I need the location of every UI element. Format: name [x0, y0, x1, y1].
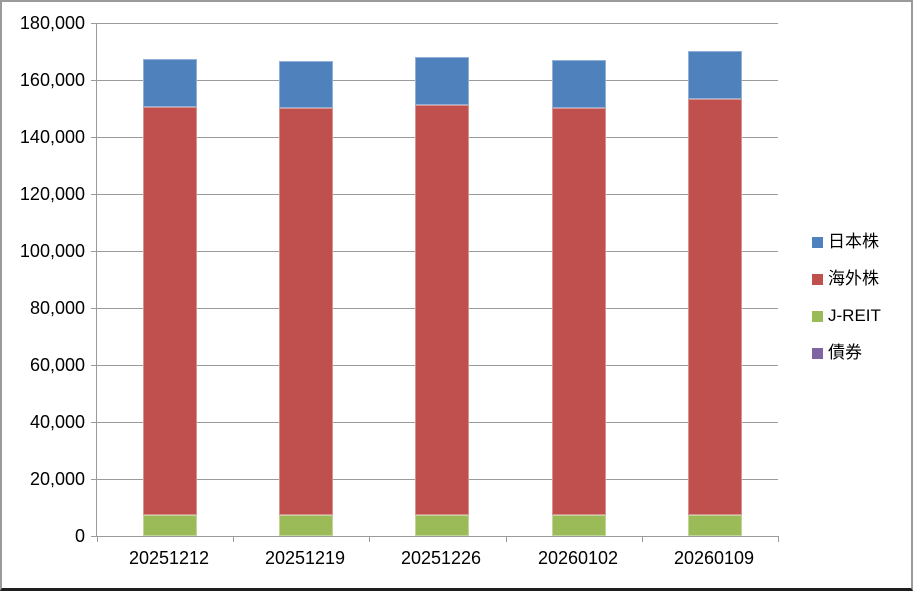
bar-segment-overseas-stocks: [688, 99, 742, 515]
legend-item-japan-stocks: 日本株: [812, 232, 881, 252]
gridline: [97, 23, 778, 24]
y-tick-label: 140,000: [19, 127, 85, 147]
bar-segment-overseas-stocks: [143, 107, 197, 515]
legend-label: 海外株: [828, 269, 879, 288]
bar-segment-j-reit: [688, 514, 742, 536]
y-axis-tick: [91, 308, 97, 309]
x-tick-label: 20251212: [128, 548, 210, 568]
y-axis-tick: [91, 23, 97, 24]
y-tick-label: 0: [74, 526, 85, 546]
bar-segment-japan-stocks: [143, 58, 197, 108]
y-axis-tick: [91, 194, 97, 195]
bar-segment-japan-stocks: [415, 56, 469, 106]
bar-stack-20260102: [552, 60, 606, 536]
y-axis-tick: [91, 137, 97, 138]
y-axis-tick: [91, 251, 97, 252]
bar-segment-japan-stocks: [279, 60, 333, 108]
y-axis-tick: [91, 536, 97, 537]
x-tick-label: 20260109: [673, 548, 755, 568]
y-tick-label: 100,000: [19, 241, 85, 261]
bar-segment-japan-stocks: [552, 60, 606, 108]
y-tick-label: 80,000: [29, 298, 85, 318]
legend: 日本株海外株 J-REIT 債券: [812, 232, 881, 363]
x-tick-label: 20251219: [264, 548, 346, 568]
y-axis-tick: [91, 80, 97, 81]
bar-stack-20251226: [415, 56, 469, 536]
x-axis-tick: [97, 536, 98, 542]
y-tick-label: 20,000: [29, 469, 85, 489]
legend-label: 日本株: [828, 232, 879, 251]
x-axis-tick: [642, 536, 643, 542]
bar-segment-j-reit: [279, 515, 333, 536]
y-tick-label: 180,000: [19, 13, 85, 33]
bar-segment-japan-stocks: [688, 50, 742, 100]
y-axis-tick: [91, 365, 97, 366]
y-tick-label: 160,000: [19, 70, 85, 90]
x-axis-tick: [233, 536, 234, 542]
plot-area: [91, 23, 779, 542]
bar-segment-overseas-stocks: [415, 105, 469, 515]
bar-stack-20260109: [688, 50, 742, 536]
y-tick-label: 40,000: [29, 412, 85, 432]
legend-item-j-reit: J-REIT: [812, 306, 881, 326]
bar-segment-j-reit: [552, 514, 606, 536]
y-tick-label: 60,000: [29, 355, 85, 375]
bar-segment-j-reit: [143, 514, 197, 536]
x-axis-tick: [369, 536, 370, 542]
legend-label: J-REIT: [828, 306, 881, 325]
bar-segment-overseas-stocks: [552, 107, 606, 515]
x-axis-tick: [506, 536, 507, 542]
y-tick-label: 120,000: [19, 184, 85, 204]
legend-swatch-icon: [812, 347, 823, 359]
legend-swatch-icon: [812, 273, 823, 285]
legend-swatch-icon: [812, 310, 823, 322]
bar-segment-overseas-stocks: [279, 107, 333, 516]
legend-swatch-icon: [812, 236, 823, 248]
x-tick-label: 20251226: [400, 548, 482, 568]
x-axis-tick: [778, 536, 779, 542]
bar-stack-20251212: [143, 58, 197, 536]
legend-item-overseas-stocks: 海外株: [812, 269, 881, 289]
legend-label: 債券: [828, 343, 862, 362]
legend-item-bonds: 債券: [812, 343, 881, 363]
bar-stack-20251219: [279, 60, 333, 536]
bar-segment-j-reit: [415, 514, 469, 536]
y-axis-tick: [91, 422, 97, 423]
y-axis-tick: [91, 479, 97, 480]
x-tick-label: 20260102: [537, 548, 619, 568]
